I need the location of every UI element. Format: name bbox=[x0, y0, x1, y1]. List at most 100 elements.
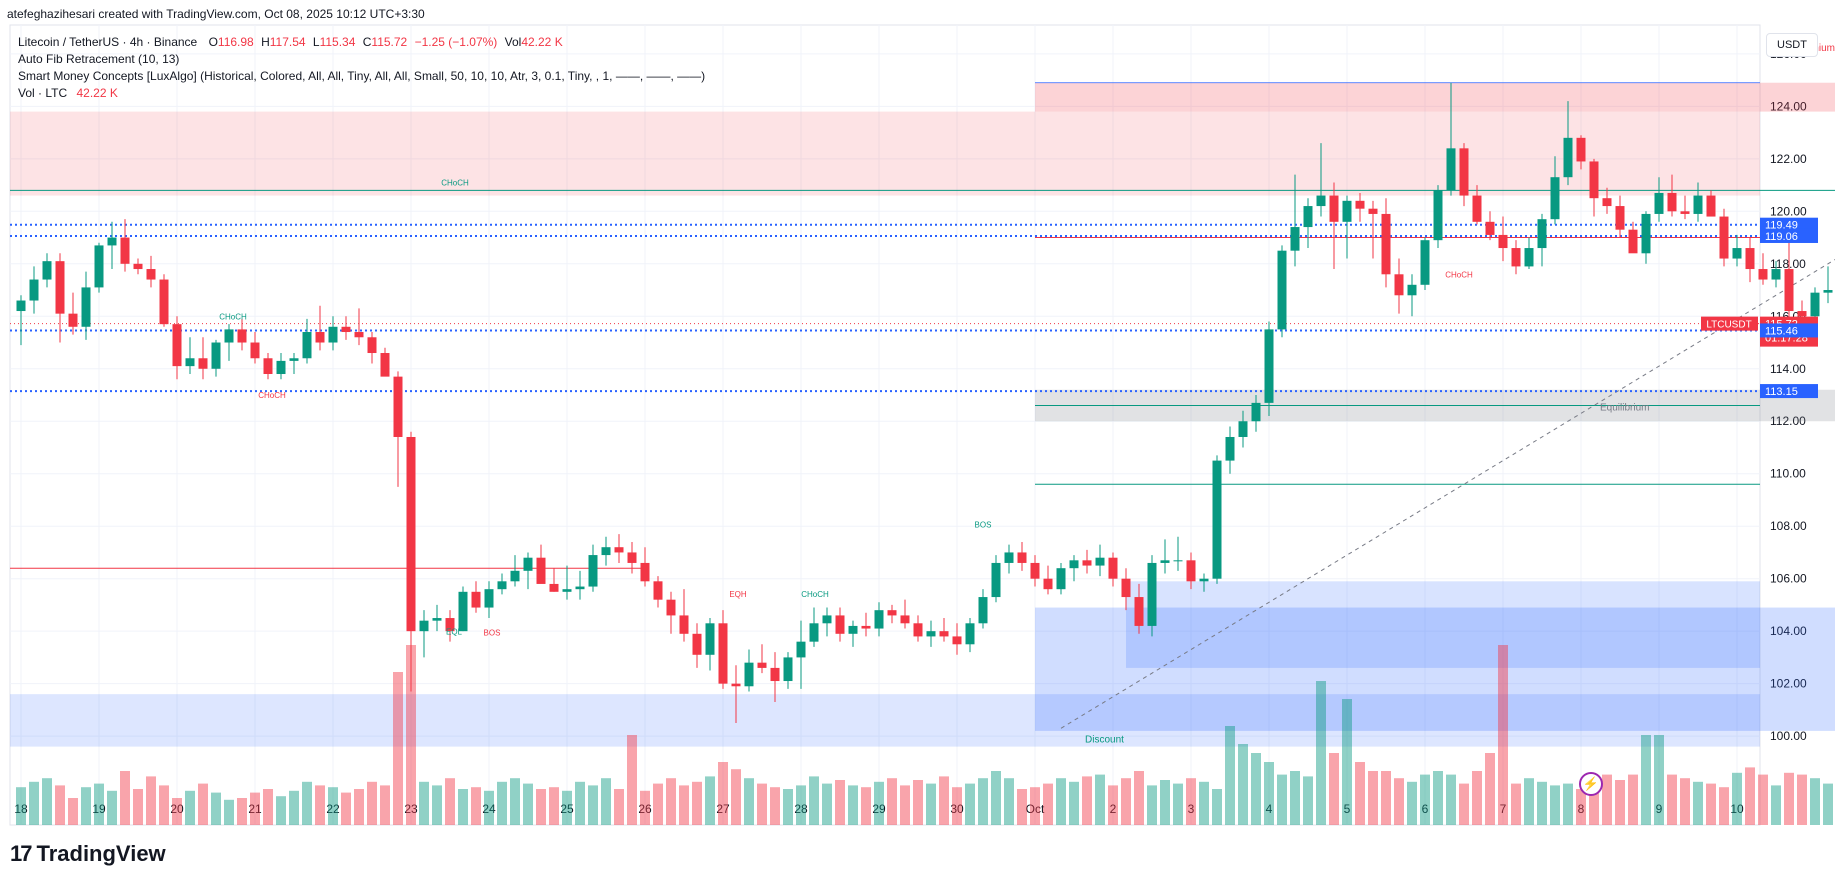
candle-body[interactable] bbox=[718, 623, 728, 684]
candle-body[interactable] bbox=[1121, 578, 1131, 598]
candle-body[interactable] bbox=[744, 662, 754, 687]
candle-body[interactable] bbox=[354, 332, 364, 338]
candle-body[interactable] bbox=[1615, 206, 1625, 230]
candle-body[interactable] bbox=[1446, 148, 1456, 191]
candle-body[interactable] bbox=[1355, 200, 1365, 209]
candle-body[interactable] bbox=[874, 610, 884, 629]
candle-body[interactable] bbox=[1368, 208, 1378, 214]
candle-body[interactable] bbox=[1264, 329, 1274, 403]
candle-body[interactable] bbox=[1680, 211, 1690, 214]
candle-body[interactable] bbox=[1693, 195, 1703, 214]
lightning-icon[interactable]: ⚡ bbox=[1579, 772, 1603, 796]
candle-body[interactable] bbox=[1654, 192, 1664, 214]
candle-body[interactable] bbox=[1303, 206, 1313, 228]
candle-body[interactable] bbox=[536, 557, 546, 584]
candle-body[interactable] bbox=[68, 313, 78, 327]
candle-body[interactable] bbox=[1342, 200, 1352, 222]
candle-body[interactable] bbox=[770, 667, 780, 682]
candle-body[interactable] bbox=[1511, 248, 1521, 267]
candle-body[interactable] bbox=[861, 625, 871, 629]
candle-body[interactable] bbox=[913, 623, 923, 637]
candle-body[interactable] bbox=[1719, 216, 1729, 259]
candle-body[interactable] bbox=[1095, 557, 1105, 566]
candle-body[interactable] bbox=[1160, 560, 1170, 563]
candle-body[interactable] bbox=[120, 237, 130, 264]
candle-body[interactable] bbox=[1628, 229, 1638, 254]
candle-body[interactable] bbox=[991, 562, 1001, 598]
candle-body[interactable] bbox=[289, 358, 299, 361]
candle-body[interactable] bbox=[848, 625, 858, 634]
candle-body[interactable] bbox=[393, 376, 403, 437]
candle-body[interactable] bbox=[510, 570, 520, 582]
candle-body[interactable] bbox=[1147, 562, 1157, 626]
candle-body[interactable] bbox=[419, 620, 429, 632]
candle-body[interactable] bbox=[1810, 292, 1820, 317]
candle-body[interactable] bbox=[575, 586, 585, 590]
candle-body[interactable] bbox=[16, 300, 26, 312]
candle-body[interactable] bbox=[1043, 578, 1053, 590]
currency-selector[interactable]: USDT bbox=[1766, 33, 1818, 57]
price-level-badge[interactable] bbox=[1760, 384, 1818, 399]
candle-body[interactable] bbox=[1394, 274, 1404, 296]
candle-body[interactable] bbox=[172, 324, 182, 367]
candle-body[interactable] bbox=[939, 631, 949, 637]
candle-body[interactable] bbox=[29, 279, 39, 301]
candle-body[interactable] bbox=[666, 599, 676, 616]
candle-body[interactable] bbox=[952, 636, 962, 645]
candle-body[interactable] bbox=[835, 615, 845, 634]
candle-body[interactable] bbox=[1186, 560, 1196, 582]
candle-body[interactable] bbox=[1784, 269, 1794, 312]
candle-body[interactable] bbox=[1004, 552, 1014, 563]
candle-body[interactable] bbox=[107, 237, 117, 246]
candle-body[interactable] bbox=[887, 610, 897, 616]
candle-body[interactable] bbox=[1056, 568, 1066, 590]
candle-body[interactable] bbox=[1420, 240, 1430, 285]
candle-body[interactable] bbox=[523, 557, 533, 571]
candle-body[interactable] bbox=[55, 261, 65, 314]
candle-body[interactable] bbox=[185, 358, 195, 367]
candle-body[interactable] bbox=[1134, 597, 1144, 626]
candle-body[interactable] bbox=[640, 562, 650, 582]
candle-body[interactable] bbox=[471, 591, 481, 608]
candle-body[interactable] bbox=[692, 633, 702, 655]
candle-body[interactable] bbox=[263, 358, 273, 375]
candle-body[interactable] bbox=[1433, 190, 1443, 241]
candle-body[interactable] bbox=[1082, 560, 1092, 566]
candle-body[interactable] bbox=[159, 279, 169, 325]
candle-body[interactable] bbox=[302, 332, 312, 359]
candle-body[interactable] bbox=[562, 589, 572, 592]
candle-body[interactable] bbox=[445, 618, 455, 632]
candle-body[interactable] bbox=[497, 581, 507, 590]
price-level-badge[interactable] bbox=[1760, 217, 1818, 232]
candle-body[interactable] bbox=[809, 623, 819, 642]
candle-body[interactable] bbox=[432, 618, 442, 621]
price-level-badge[interactable] bbox=[1760, 228, 1818, 243]
candle-body[interactable] bbox=[250, 342, 260, 359]
price-level-badge[interactable] bbox=[1760, 323, 1818, 338]
candle-body[interactable] bbox=[315, 332, 325, 343]
candle-body[interactable] bbox=[224, 329, 234, 343]
legend-smc-indicator[interactable]: Smart Money Concepts [LuxAlgo] (Historic… bbox=[18, 69, 706, 83]
candle-body[interactable] bbox=[133, 263, 143, 270]
candle-body[interactable] bbox=[731, 683, 741, 687]
candle-body[interactable] bbox=[1563, 137, 1573, 178]
candle-body[interactable] bbox=[198, 358, 208, 369]
tradingview-brand[interactable]: 17 TradingView bbox=[10, 841, 166, 867]
candle-body[interactable] bbox=[627, 552, 637, 563]
candle-body[interactable] bbox=[1225, 436, 1235, 461]
legend-volume-row[interactable]: Vol · LTC 42.22 K bbox=[18, 86, 118, 100]
candle-body[interactable] bbox=[94, 245, 104, 288]
candle-body[interactable] bbox=[978, 597, 988, 624]
candle-body[interactable] bbox=[380, 353, 390, 377]
candle-body[interactable] bbox=[1459, 148, 1469, 196]
candle-body[interactable] bbox=[926, 631, 936, 637]
candle-body[interactable] bbox=[328, 326, 338, 343]
candle-body[interactable] bbox=[1030, 562, 1040, 579]
candle-body[interactable] bbox=[1641, 213, 1651, 254]
candle-body[interactable] bbox=[1212, 460, 1222, 579]
candle-body[interactable] bbox=[1290, 227, 1300, 251]
candle-body[interactable] bbox=[1329, 195, 1339, 222]
candle-body[interactable] bbox=[757, 662, 767, 668]
candle-body[interactable] bbox=[601, 547, 611, 556]
